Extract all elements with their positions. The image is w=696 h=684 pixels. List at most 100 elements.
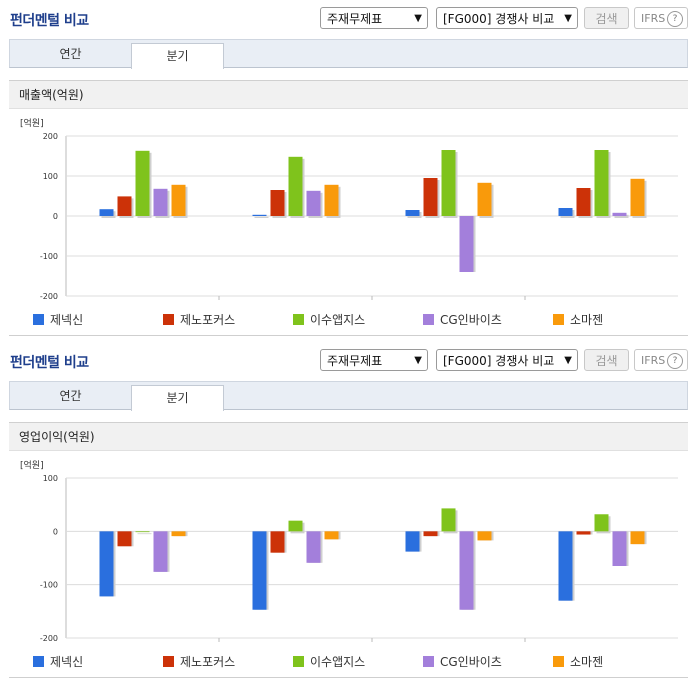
ifrs-help-button[interactable]: IFRS ? xyxy=(634,349,688,371)
legend-label: 소마젠 xyxy=(570,313,604,327)
bar xyxy=(324,531,339,540)
bar xyxy=(270,190,285,216)
legend-item[interactable]: 이수앱지스 xyxy=(293,653,365,671)
bar xyxy=(477,531,492,541)
bar xyxy=(630,531,645,545)
bar xyxy=(306,190,321,216)
chart-legend: 제넥신 제노포커스 이수앱지스 CG인바이츠 소마젠 xyxy=(0,653,696,671)
bar xyxy=(99,531,114,597)
x-tick-label: 2023/06 xyxy=(126,643,159,644)
legend-item[interactable]: 소마젠 xyxy=(553,653,603,671)
legend-item[interactable]: 제노포커스 xyxy=(163,311,235,329)
legend-swatch xyxy=(423,314,434,325)
bar xyxy=(594,514,609,532)
y-tick-label: 100 xyxy=(43,172,58,181)
bar xyxy=(135,150,150,216)
bar xyxy=(117,531,132,547)
bar xyxy=(306,531,321,563)
legend-item[interactable]: 소마젠 xyxy=(553,311,603,329)
chevron-down-icon: ▼ xyxy=(414,355,422,366)
x-tick-label: 2023/12 xyxy=(432,643,465,644)
legend-swatch xyxy=(293,656,304,667)
period-tabs: 연간 분기 xyxy=(9,381,688,411)
legend-swatch xyxy=(293,314,304,325)
revenue-bar-chart: [억원] 200 100 0 -100 -200 2023/06 2023/09 2023/12… xyxy=(20,117,678,302)
legend-label: 이수앱지스 xyxy=(310,655,366,669)
legend-item[interactable]: CG인바이츠 xyxy=(423,311,502,329)
bar xyxy=(594,150,609,216)
help-icon: ? xyxy=(667,11,683,27)
fundamental-panel-operating-income: 펀더멘털 비교 주재무제표 ▼ [FG000] 경쟁사 비교 ▼ 검색 IFRS ?… xyxy=(0,342,696,684)
bar xyxy=(558,208,573,216)
x-tick-label: 2024/03 xyxy=(585,643,618,644)
search-button[interactable]: 검색 xyxy=(584,7,629,29)
legend-item[interactable]: CG인바이츠 xyxy=(423,653,502,671)
statement-type-select[interactable]: 주재무제표 ▼ xyxy=(320,349,428,371)
chevron-down-icon: ▼ xyxy=(414,13,422,24)
peer-group-value: [FG000] 경쟁사 비교 xyxy=(443,354,555,368)
bar xyxy=(441,150,456,216)
y-tick-label: -200 xyxy=(40,634,58,643)
unit-label: [억원] xyxy=(20,459,44,471)
help-icon: ? xyxy=(667,353,683,369)
bar xyxy=(288,156,303,216)
panel-header: 펀더멘털 비교 주재무제표 ▼ [FG000] 경쟁사 비교 ▼ 검색 IFRS ? xyxy=(0,342,696,376)
bar xyxy=(576,531,591,535)
bar xyxy=(576,188,591,216)
legend-swatch xyxy=(423,656,434,667)
legend-swatch xyxy=(163,656,174,667)
bar xyxy=(171,184,186,216)
panel-title: 펀더멘털 비교 xyxy=(10,355,89,371)
y-tick-label: 100 xyxy=(43,474,58,483)
tab-quarterly[interactable]: 분기 xyxy=(131,43,224,69)
x-tick-label: 2023/09 xyxy=(279,301,312,302)
legend-swatch xyxy=(553,314,564,325)
divider xyxy=(9,677,688,678)
bar xyxy=(135,531,150,533)
metric-title: 영업이익(억원) xyxy=(9,422,688,451)
peer-group-value: [FG000] 경쟁사 비교 xyxy=(443,12,555,26)
panel-title: 펀더멘털 비교 xyxy=(10,13,89,29)
legend-label: 소마젠 xyxy=(570,655,604,669)
ifrs-help-button[interactable]: IFRS ? xyxy=(634,7,688,29)
chart-legend: 제넥신 제노포커스 이수앱지스 CG인바이츠 소마젠 xyxy=(0,311,696,329)
bar-shadow xyxy=(137,533,152,535)
bar xyxy=(459,216,474,272)
y-tick-label: -200 xyxy=(40,292,58,301)
legend-swatch xyxy=(553,656,564,667)
legend-item[interactable]: 이수앱지스 xyxy=(293,311,365,329)
ifrs-label: IFRS xyxy=(641,12,666,25)
search-button[interactable]: 검색 xyxy=(584,349,629,371)
bar xyxy=(153,188,168,216)
bar xyxy=(441,508,456,532)
tab-annual[interactable]: 연간 xyxy=(59,47,82,61)
y-tick-label: 0 xyxy=(53,527,58,536)
operating-income-bar-chart: [억원] 100 0 -100 -200 2023/06 2023/09 2023/12 202… xyxy=(20,459,678,644)
fundamental-panel-revenue: 펀더멘털 비교 주재무제표 ▼ [FG000] 경쟁사 비교 ▼ 검색 IFRS ?… xyxy=(0,7,696,336)
legend-item[interactable]: 제넥신 xyxy=(33,311,83,329)
bar xyxy=(630,178,645,216)
peer-group-select[interactable]: [FG000] 경쟁사 비교 ▼ xyxy=(436,349,578,371)
bar xyxy=(117,196,132,216)
bar xyxy=(252,214,267,216)
period-tabs: 연간 분기 xyxy=(9,39,688,69)
bar xyxy=(612,212,627,216)
statement-type-select[interactable]: 주재무제표 ▼ xyxy=(320,7,428,29)
tab-annual[interactable]: 연간 xyxy=(59,389,82,403)
x-tick-label: 2023/09 xyxy=(279,643,312,644)
legend-item[interactable]: 제노포커스 xyxy=(163,653,235,671)
tab-quarterly[interactable]: 분기 xyxy=(131,385,224,411)
chevron-down-icon: ▼ xyxy=(564,13,572,24)
y-tick-label: 200 xyxy=(43,132,58,141)
bar xyxy=(153,531,168,572)
x-tick-label: 2023/12 xyxy=(432,301,465,302)
legend-item[interactable]: 제넥신 xyxy=(33,653,83,671)
bar xyxy=(270,531,285,553)
unit-label: [억원] xyxy=(20,117,44,129)
bar xyxy=(99,209,114,216)
peer-group-select[interactable]: [FG000] 경쟁사 비교 ▼ xyxy=(436,7,578,29)
bar-shadow xyxy=(254,216,269,218)
legend-swatch xyxy=(163,314,174,325)
chevron-down-icon: ▼ xyxy=(564,355,572,366)
bar xyxy=(405,210,420,216)
